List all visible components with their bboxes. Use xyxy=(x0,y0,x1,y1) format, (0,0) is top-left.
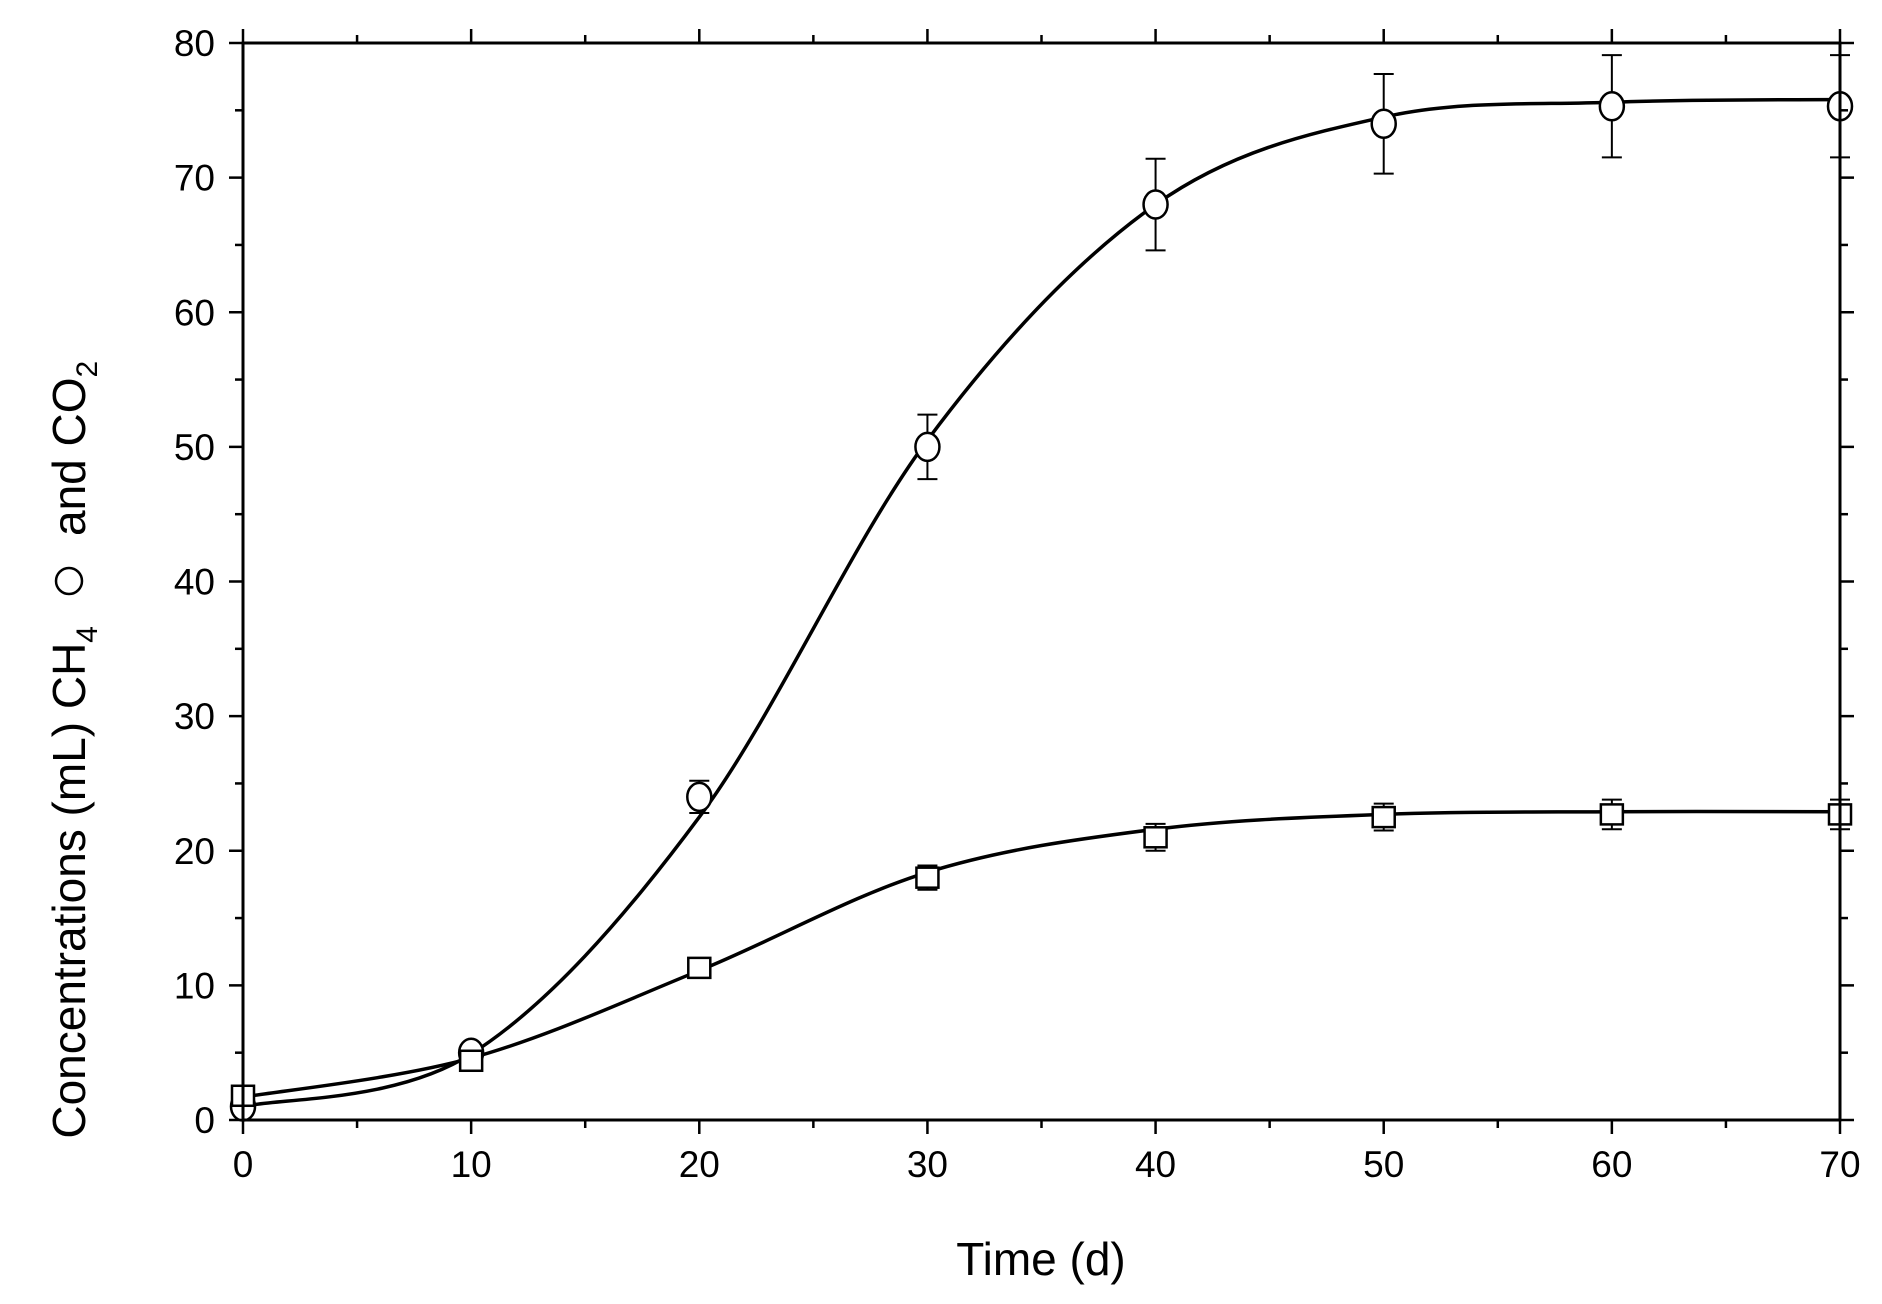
data-point-square xyxy=(1371,805,1396,829)
y-axis-title-circle-symbol xyxy=(54,566,84,596)
fit-curve-circle xyxy=(242,97,1841,1109)
ticks: 0 10 20 30 40 50 60 70 0 10 20 30 40 50 60 70 80 xyxy=(174,23,1861,1185)
y-tick-label: 70 xyxy=(174,158,215,199)
x-tick-label: 10 xyxy=(451,1144,492,1185)
x-tick-label: 30 xyxy=(907,1144,948,1185)
x-tick-label: 40 xyxy=(1135,1144,1176,1185)
y-tick-label: 80 xyxy=(174,23,215,64)
x-tick-label: 70 xyxy=(1819,1144,1860,1185)
y-axis-title-part1: Concentrations (mL) CH xyxy=(43,643,95,1139)
y-tick-label: 0 xyxy=(194,1100,215,1141)
data-point-circle xyxy=(1370,108,1397,140)
x-tick-label: 0 xyxy=(233,1144,254,1185)
y-tick-label: 50 xyxy=(174,427,215,468)
y-axis-title-part2: and CO xyxy=(43,377,95,536)
x-axis-title: Time (d) xyxy=(956,1233,1126,1285)
x-tick-label: 60 xyxy=(1591,1144,1632,1185)
data-point-circle xyxy=(914,431,941,463)
data-point-square xyxy=(687,956,712,980)
y-tick-label: 60 xyxy=(174,292,215,333)
y-tick-label: 10 xyxy=(174,965,215,1006)
data-point-square xyxy=(1143,826,1168,849)
svg-text:and CO2: and CO2 xyxy=(43,361,104,536)
y-tick-label: 40 xyxy=(174,562,215,603)
x-tick-label: 50 xyxy=(1363,1144,1404,1185)
y-axis-title: Concentrations (mL) CH4 and CO2 xyxy=(43,361,104,1139)
fit-curve-square xyxy=(242,809,1841,1099)
fit-curves xyxy=(242,97,1841,1109)
y-tick-label: 30 xyxy=(174,696,215,737)
y-axis-title-part2-sub: 2 xyxy=(71,361,104,378)
data-point-circle xyxy=(1142,189,1169,220)
data-point-square xyxy=(458,1049,484,1073)
x-tick-label: 20 xyxy=(679,1144,720,1185)
svg-text:Concentrations (mL) CH4: Concentrations (mL) CH4 xyxy=(43,626,104,1139)
data-point-circle xyxy=(1598,91,1626,122)
data-point-circle xyxy=(686,781,713,813)
y-axis-title-part1-sub: 4 xyxy=(71,626,104,643)
data-point-square xyxy=(1599,803,1625,826)
y-tick-label: 20 xyxy=(174,831,215,872)
data-point-square xyxy=(915,866,940,889)
